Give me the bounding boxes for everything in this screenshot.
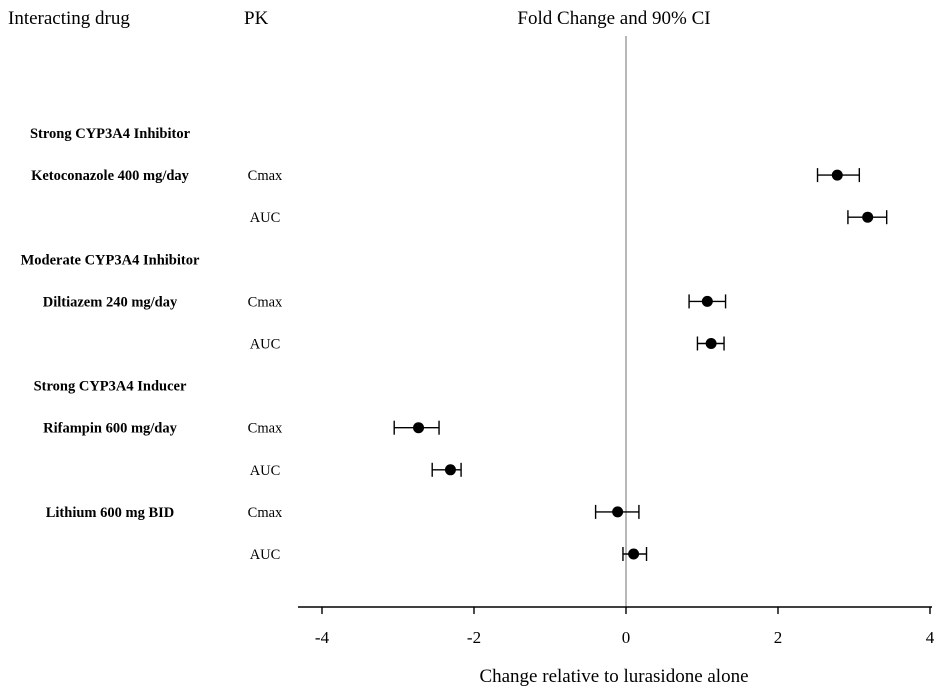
header-pk: PK — [244, 8, 269, 29]
drug-label: Diltiazem 240 mg/day — [43, 294, 178, 310]
point-estimate — [628, 548, 640, 560]
pk-label: Cmax — [248, 505, 283, 521]
point-estimate — [444, 464, 456, 476]
group-heading: Strong CYP3A4 Inducer — [34, 379, 187, 395]
row-labels: Strong CYP3A4 Inhibitor Ketoconazole 400 … — [21, 126, 283, 563]
point-estimate — [862, 211, 874, 223]
x-tick-label: -2 — [467, 628, 481, 647]
point-estimate — [705, 338, 717, 349]
pk-label: Cmax — [248, 168, 283, 184]
x-tick-label: 4 — [926, 628, 935, 647]
pk-label: AUC — [250, 463, 281, 479]
point-estimate — [701, 295, 713, 307]
data-marks — [393, 168, 888, 561]
drug-label: Ketoconazole 400 mg/day — [31, 168, 190, 184]
group-heading: Strong CYP3A4 Inhibitor — [30, 126, 191, 142]
drug-label: Lithium 600 mg BID — [46, 505, 175, 521]
x-axis-label: Change relative to lurasidone alone — [479, 666, 748, 687]
drug-label: Rifampin 600 mg/day — [43, 421, 177, 437]
pk-label: AUC — [250, 547, 281, 563]
x-axis-ticks: -4 -2 0 2 4 — [315, 607, 935, 647]
point-estimate — [413, 422, 425, 434]
x-tick-label: 0 — [622, 628, 631, 647]
header-interacting-drug: Interacting drug — [8, 8, 130, 29]
pk-label: AUC — [250, 210, 281, 226]
pk-label: AUC — [250, 337, 281, 353]
pk-label: Cmax — [248, 421, 283, 437]
x-tick-label: -4 — [315, 628, 330, 647]
point-estimate — [831, 169, 843, 181]
point-estimate — [612, 506, 624, 518]
group-heading: Moderate CYP3A4 Inhibitor — [21, 252, 200, 268]
x-tick-label: 2 — [774, 628, 783, 647]
pk-label: Cmax — [248, 294, 283, 310]
header-fold-change: Fold Change and 90% CI — [517, 8, 710, 29]
